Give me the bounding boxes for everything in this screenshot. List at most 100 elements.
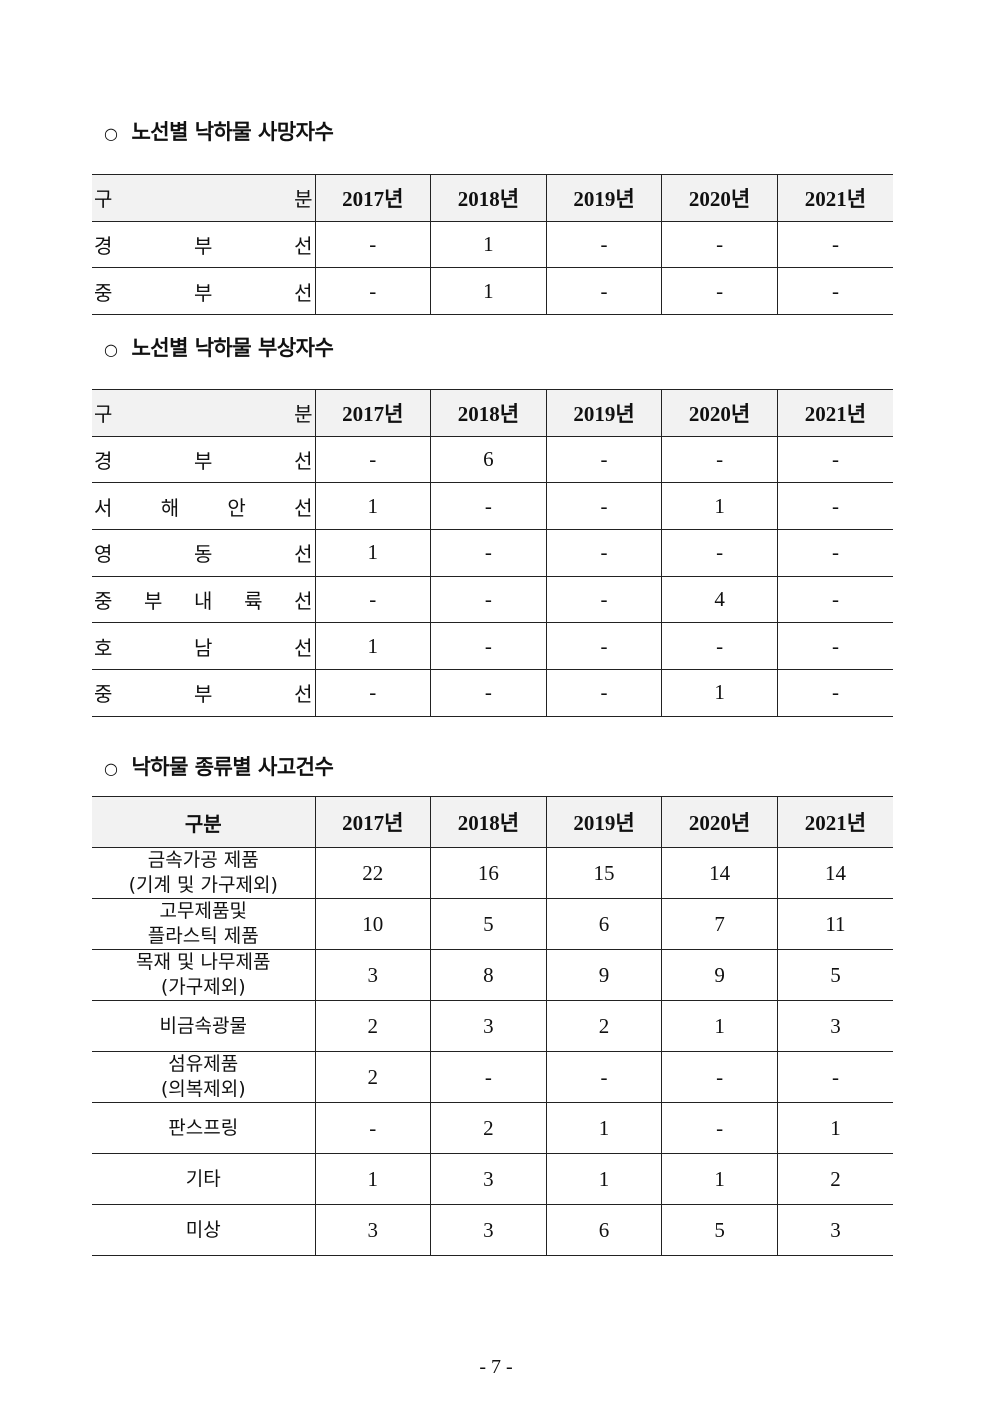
injuries-by-route-table: 구 분 2017년 2018년 2019년 2020년 2021년 경 부 선-6---서 …: [92, 389, 893, 717]
cell-value: 1: [661, 1153, 778, 1205]
page-number: - 7 -: [479, 1356, 513, 1378]
column-header: 2021년: [776, 389, 893, 437]
cell-value: 2: [314, 1000, 432, 1052]
row-label: 중 부 선: [92, 669, 316, 717]
row-label: 고무제품및 플라스틱 제품: [92, 898, 316, 950]
column-header: 2018년: [430, 796, 547, 848]
table-row: 목재 및 나무제품 (가구제외) 3 8 9 9 5: [92, 949, 893, 1001]
cell-value: -: [545, 267, 663, 316]
cell-value: 1: [545, 1102, 663, 1154]
cell-value: 5: [776, 949, 893, 1001]
cell-value: -: [314, 435, 432, 484]
cell-value: 3: [430, 1000, 547, 1052]
cell-value: 3: [776, 1000, 893, 1052]
cell-value: 5: [661, 1204, 778, 1256]
row-label: 섬유제품 (의복제외): [92, 1051, 316, 1103]
cell-value: 7: [661, 898, 778, 950]
cell-value: 14: [776, 847, 893, 899]
cell-value: -: [776, 220, 893, 269]
table-row: 경 부 선-6---: [92, 435, 893, 484]
cell-value: 1: [314, 622, 432, 671]
column-header: 구분: [92, 796, 316, 848]
bullet-icon: ○: [104, 340, 118, 359]
column-header: 구 분: [92, 174, 316, 222]
column-header: 2019년: [545, 389, 663, 437]
table-row: 기타 1 3 1 1 2: [92, 1153, 893, 1205]
cell-value: -: [776, 482, 893, 531]
cell-value: 1: [314, 482, 432, 531]
cell-value: -: [545, 575, 663, 624]
cell-value: -: [661, 220, 778, 269]
column-header: 2019년: [545, 796, 663, 848]
cell-value: 3: [430, 1153, 547, 1205]
cell-value: 1: [314, 529, 432, 577]
cell-value: 1: [430, 267, 547, 316]
cell-value: -: [430, 622, 547, 671]
table-row: 미상 3 3 6 5 3: [92, 1204, 893, 1256]
table-row: 금속가공 제품 (기계 및 가구제외) 22 16 15 14 14: [92, 847, 893, 899]
header-row: 구 분 2017년 2018년 2019년 2020년 2021년: [92, 389, 893, 437]
cell-value: -: [314, 669, 432, 717]
cell-value: -: [661, 435, 778, 484]
row-label: 판스프링: [92, 1102, 316, 1154]
cell-value: -: [661, 529, 778, 577]
cell-value: -: [776, 267, 893, 316]
cell-value: -: [430, 1051, 547, 1103]
cell-value: -: [430, 482, 547, 531]
cell-value: -: [661, 1051, 778, 1103]
header-row: 구 분 2017년 2018년 2019년 2020년 2021년: [92, 174, 893, 222]
table-row: 경 부 선-1---: [92, 220, 893, 269]
cell-value: -: [430, 575, 547, 624]
cell-value: -: [545, 622, 663, 671]
bullet-icon: ○: [104, 124, 118, 143]
cell-value: -: [545, 220, 663, 269]
row-label: 경 부 선: [92, 220, 316, 269]
cell-value: 2: [430, 1102, 547, 1154]
cell-value: 3: [430, 1204, 547, 1256]
cell-value: 1: [776, 1102, 893, 1154]
section-heading: ○ 낙하물 종류별 사고건수: [104, 751, 334, 781]
cell-value: -: [661, 267, 778, 316]
column-header: 2017년: [314, 796, 432, 848]
cell-value: 3: [314, 1204, 432, 1256]
column-header: 2021년: [776, 174, 893, 222]
table-row: 중 부 선---1-: [92, 669, 893, 717]
heading-text: 노선별 낙하물 부상자수: [131, 336, 334, 360]
column-header: 2020년: [661, 174, 778, 222]
cell-value: -: [314, 575, 432, 624]
cell-value: 1: [661, 482, 778, 531]
cell-value: -: [314, 1102, 432, 1154]
column-header: 2021년: [776, 796, 893, 848]
column-header: 2018년: [430, 174, 547, 222]
cell-value: -: [545, 529, 663, 577]
cell-value: 1: [430, 220, 547, 269]
column-header: 2017년: [314, 174, 432, 222]
row-label: 목재 및 나무제품 (가구제외): [92, 949, 316, 1001]
accidents-by-debris-type-table: 구분 2017년 2018년 2019년 2020년 2021년 금속가공 제품 (기계 및…: [92, 796, 893, 1256]
cell-value: 6: [430, 435, 547, 484]
row-label: 기타: [92, 1153, 316, 1205]
column-header: 2020년: [661, 389, 778, 437]
cell-value: -: [776, 529, 893, 577]
column-header: 구 분: [92, 389, 316, 437]
cell-value: 1: [661, 669, 778, 717]
cell-value: 1: [545, 1153, 663, 1205]
deaths-by-route-table: 구 분 2017년 2018년 2019년 2020년 2021년 경 부 선-1---중 …: [92, 174, 893, 316]
heading-text: 노선별 낙하물 사망자수: [131, 120, 334, 144]
cell-value: -: [545, 669, 663, 717]
column-header: 2020년: [661, 796, 778, 848]
cell-value: 3: [776, 1204, 893, 1256]
cell-value: -: [430, 529, 547, 577]
cell-value: -: [661, 1102, 778, 1154]
cell-value: 2: [314, 1051, 432, 1103]
cell-value: -: [314, 267, 432, 316]
cell-value: 1: [661, 1000, 778, 1052]
column-header: 2019년: [545, 174, 663, 222]
heading-text: 낙하물 종류별 사고건수: [131, 755, 334, 779]
cell-value: 14: [661, 847, 778, 899]
row-label: 비금속광물: [92, 1000, 316, 1052]
cell-value: -: [776, 669, 893, 717]
